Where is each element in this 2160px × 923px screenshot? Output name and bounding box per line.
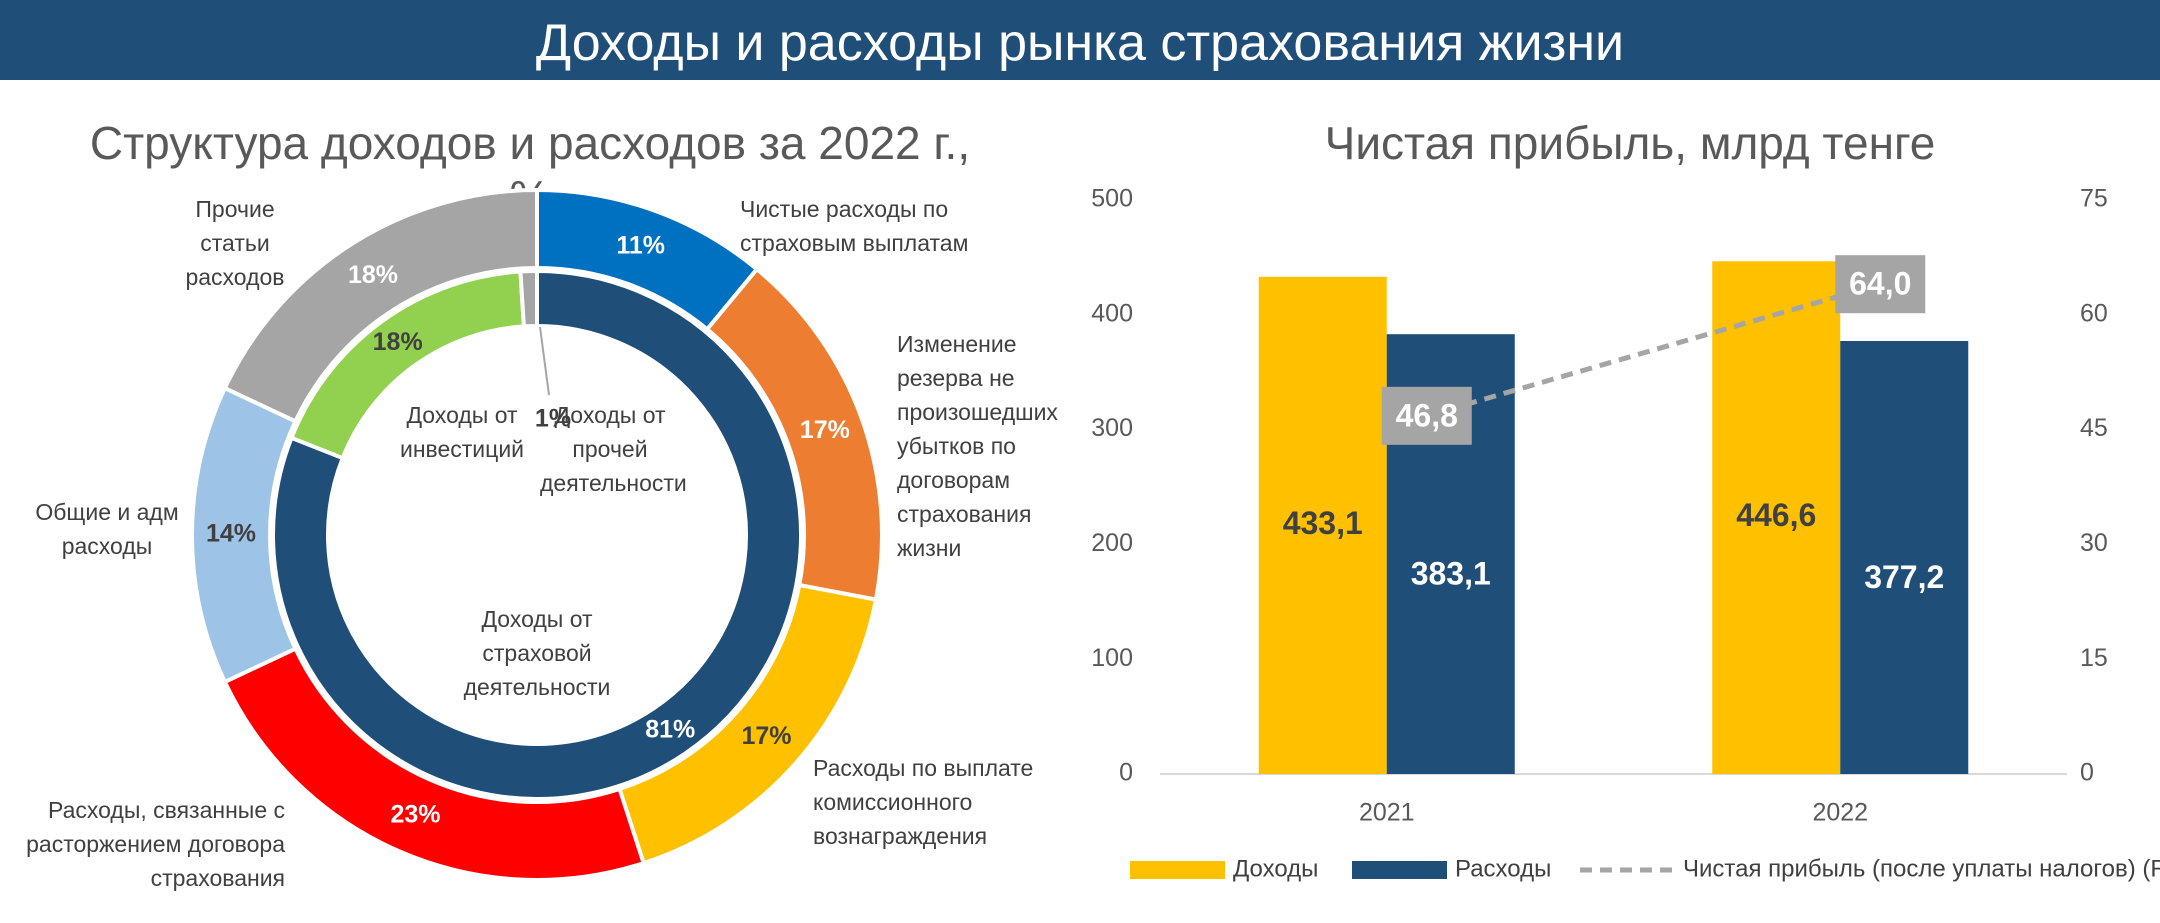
header-band: Доходы и расходы рынка страхования жизни (0, 0, 2160, 80)
leader-line (539, 326, 550, 396)
y2-tick-label: 60 (2080, 299, 2108, 327)
value-label: 81% (645, 716, 695, 744)
chart-title: Чистая прибыль, млрд тенге (1324, 117, 1936, 169)
y2-tick-label: 75 (2080, 185, 2108, 213)
category-label: Изменение резерва не произошедших убытко… (897, 331, 1058, 561)
legend-swatch (1352, 861, 1447, 879)
y-tick-label: 0 (1119, 759, 1133, 787)
category-label: Доходы от инвестиций (399, 402, 525, 462)
bar (1712, 261, 1841, 774)
category-label: Чистые расходы по страховым выплатам (740, 196, 969, 256)
y-tick-label: 500 (1091, 185, 1133, 213)
category-label: Общие и адм расходы (35, 499, 179, 559)
value-label: 64,0 (1849, 266, 1911, 302)
y-tick-label: 300 (1091, 414, 1133, 442)
value-label: 46,8 (1396, 397, 1458, 433)
donut-slice (222, 187, 539, 424)
y2-tick-label: 15 (2080, 644, 2108, 672)
value-label: 11% (616, 232, 665, 260)
x-tick-label: 2022 (1812, 799, 1868, 827)
line-label-box (1835, 255, 1926, 314)
line-label-box (1381, 386, 1472, 445)
donut-slice (518, 268, 539, 329)
legend-swatch (1130, 861, 1225, 879)
bar (1840, 340, 1969, 774)
legend-label: Расходы (1455, 855, 1551, 882)
value-label: 1% (535, 405, 571, 433)
y2-tick-label: 0 (2080, 759, 2094, 787)
category-label: Прочие статьи расходов (185, 196, 285, 290)
y-tick-label: 400 (1091, 299, 1133, 327)
legend-label: Чистая прибыль (после уплаты налогов) (R… (1683, 855, 2160, 882)
y2-tick-label: 45 (2080, 414, 2108, 442)
value-label: 17% (742, 722, 792, 750)
value-label: 383,1 (1411, 556, 1491, 592)
y-tick-label: 100 (1091, 644, 1133, 672)
x-tick-label: 2021 (1359, 799, 1415, 827)
category-label: Доходы от прочей деятельности (540, 402, 687, 496)
value-label: 18% (373, 328, 423, 356)
y-tick-label: 200 (1091, 529, 1133, 557)
donut-slice (271, 268, 803, 801)
category-label: Расходы по выплате комиссионного вознагр… (813, 755, 1034, 849)
value-label: 17% (800, 416, 850, 444)
value-label: 14% (206, 520, 256, 548)
legend-label: Доходы (1233, 855, 1318, 882)
page-title: Доходы и расходы рынка страхования жизни (535, 14, 1625, 72)
bar (1258, 276, 1387, 774)
value-label: 377,2 (1864, 559, 1944, 595)
value-label: 23% (390, 800, 440, 828)
y2-tick-label: 30 (2080, 529, 2108, 557)
value-label: 18% (348, 261, 398, 289)
value-label: 433,1 (1283, 505, 1363, 541)
value-label: 446,6 (1736, 497, 1816, 533)
category-label: Расходы, связанные с расторжением догово… (26, 797, 285, 891)
category-label: Доходы от страховой деятельности (463, 606, 611, 700)
chart-title: Структура доходов и расходов за 2022 г.,… (89, 117, 971, 223)
